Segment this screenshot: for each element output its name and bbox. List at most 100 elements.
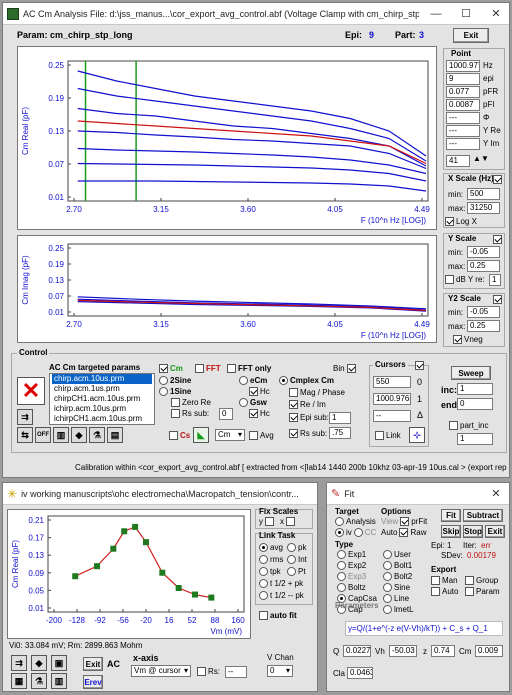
rs-sub2-row[interactable]: Rs sub:: [289, 429, 327, 438]
fit-type-option[interactable]: Line: [383, 594, 409, 603]
db-input[interactable]: 1: [489, 274, 501, 286]
gsw-radio[interactable]: [239, 398, 248, 407]
minimize-icon[interactable]: —: [430, 7, 442, 20]
point-field-input[interactable]: 1000.977: [446, 60, 480, 72]
fft-row[interactable]: FFT: [195, 364, 221, 373]
params-list-item[interactable]: chirp.acm.1us.prm: [54, 384, 120, 393]
yscale-min-input[interactable]: -0.05: [467, 246, 500, 258]
exit-button[interactable]: Exit: [453, 28, 489, 43]
fit-type-radio[interactable]: [337, 594, 346, 603]
iv-beaker-icon[interactable]: ⚗: [31, 673, 47, 689]
link-task-option[interactable]: tpk: [259, 567, 281, 576]
cs-checkbox[interactable]: [169, 431, 178, 440]
analysis-row[interactable]: Analysis: [335, 517, 376, 526]
reim-row[interactable]: Re / Im: [289, 400, 326, 409]
fit-type-radio[interactable]: [383, 572, 392, 581]
fft-only-checkbox[interactable]: [227, 364, 236, 373]
iv-exit-button[interactable]: Exit: [83, 657, 103, 671]
cc-radio[interactable]: [353, 528, 363, 537]
sine2-row[interactable]: 2Sine: [159, 376, 191, 385]
iv-radio[interactable]: [335, 528, 344, 537]
db-checkbox[interactable]: [445, 275, 454, 284]
iv-table-icon[interactable]: ▦: [11, 673, 27, 689]
link-task-radio[interactable]: [259, 567, 268, 576]
link-task-option[interactable]: Pt: [287, 567, 306, 576]
epi-sub-input[interactable]: 1: [329, 412, 351, 424]
params-list-item[interactable]: chirpCH1.acm.10us.prm: [54, 394, 141, 403]
hc-row[interactable]: Hc: [249, 387, 270, 396]
rs-sub2-input[interactable]: .75: [329, 427, 351, 439]
link-task-radio[interactable]: [287, 567, 296, 576]
iv-rs-checkbox[interactable]: [197, 667, 206, 676]
point-field-input[interactable]: 9: [446, 73, 480, 85]
close-icon[interactable]: ✕: [491, 8, 501, 20]
xscale-min-input[interactable]: 500: [467, 188, 500, 200]
iv-titlebar[interactable]: ✳ iv working manuscripts\ohc electromech…: [3, 483, 317, 505]
group-row[interactable]: Group: [465, 576, 498, 585]
fft-checkbox[interactable]: [195, 364, 204, 373]
fit-type-option[interactable]: lmetL: [383, 605, 414, 614]
cm-select[interactable]: Cm: [215, 429, 245, 441]
link-task-radio[interactable]: [259, 579, 268, 588]
cursor1-input[interactable]: 1000.9765: [373, 393, 411, 405]
logx-row[interactable]: Log X: [445, 217, 477, 226]
rs-sub2-checkbox[interactable]: [289, 429, 298, 438]
params-list-item[interactable]: ichirp.acm.10us.prm: [54, 404, 127, 413]
logx-checkbox[interactable]: [445, 217, 454, 226]
params-list-item[interactable]: chirp.acm.10us.prm: [52, 374, 152, 384]
view-row[interactable]: View prFit: [381, 517, 427, 526]
cm-real-plot[interactable]: 0.25 0.19 0.13 0.07 0.01 2.70 3.15 3.60 4.05 4.49…: [17, 46, 437, 230]
fft-only-row[interactable]: FFT only: [227, 364, 271, 373]
epi-sub-row[interactable]: Epi sub:: [289, 413, 329, 422]
cursors-checkbox[interactable]: [415, 361, 424, 370]
sweep-button[interactable]: Sweep: [451, 366, 491, 380]
cursor0-input[interactable]: 550: [373, 376, 411, 388]
fit-type-option[interactable]: CapCsa: [337, 594, 377, 603]
open-file-icon[interactable]: ⇉: [17, 409, 33, 425]
param-row[interactable]: Param: [465, 587, 500, 596]
cs-row[interactable]: Cs: [169, 431, 190, 440]
iv-open-icon[interactable]: ⇉: [11, 655, 27, 671]
stop-button[interactable]: Stop: [463, 525, 483, 538]
sine2-radio[interactable]: [159, 376, 168, 385]
iv-rs-row[interactable]: Rs:: [197, 667, 220, 676]
main-titlebar[interactable]: AC Cm Analysis File: d:\jss_manus...\cor…: [3, 3, 509, 25]
link-task-option[interactable]: t 1/2 -- pk: [259, 591, 304, 600]
link-task-radio[interactable]: [287, 543, 296, 552]
hc-checkbox[interactable]: [249, 387, 258, 396]
q-input[interactable]: 0.0227: [343, 645, 371, 657]
link-task-radio[interactable]: [259, 555, 268, 564]
avg-row[interactable]: Avg: [249, 431, 274, 440]
cm-row[interactable]: Cm: [159, 364, 183, 373]
iv-plot[interactable]: 0.21 0.17 0.13 0.09 0.05 0.01 -200 -128 -92 -56 -2…: [7, 509, 251, 639]
fit-type-option[interactable]: Bolt2: [383, 572, 412, 581]
iv-rs-input[interactable]: --: [225, 666, 247, 678]
fit-type-radio[interactable]: [337, 583, 346, 592]
link-task-option[interactable]: pk: [287, 543, 306, 552]
hc2-checkbox[interactable]: [249, 409, 258, 418]
off-icon[interactable]: OFF: [35, 427, 51, 443]
point-field-input[interactable]: 0.077: [446, 86, 480, 98]
zero-re-checkbox[interactable]: [171, 398, 180, 407]
fit-type-option[interactable]: Boltz: [337, 583, 366, 592]
params-list-item[interactable]: ichirpCH1.acm.10us.prm: [54, 414, 143, 423]
reim-checkbox[interactable]: [289, 400, 298, 409]
iv-target-row[interactable]: iv CC: [335, 528, 376, 537]
fit-titlebar[interactable]: ✎ Fit ✕: [327, 483, 509, 505]
group-checkbox[interactable]: [465, 576, 474, 585]
fit-type-option[interactable]: Bolt1: [383, 561, 412, 570]
link-task-radio[interactable]: [287, 555, 296, 564]
rs-sub-checkbox[interactable]: [171, 409, 180, 418]
fit-type-radio[interactable]: [337, 550, 346, 559]
cm-fit-input[interactable]: 0.009: [475, 645, 503, 657]
yscale-checkbox[interactable]: [493, 235, 502, 244]
analysis-radio[interactable]: [335, 517, 344, 526]
fit-type-radio[interactable]: [337, 572, 346, 581]
vneg-row[interactable]: Vneg: [453, 335, 483, 344]
down-arrow-icon[interactable]: ▼: [481, 154, 489, 163]
z-input[interactable]: 0.74: [431, 645, 455, 657]
fit-graph-icon[interactable]: ◣: [193, 427, 209, 443]
point-field-input[interactable]: ---: [446, 125, 480, 137]
man-checkbox[interactable]: [431, 576, 440, 585]
cm-imag-plot[interactable]: 0.25 0.19 0.13 0.07 0.01 2.70 3.15 3.60 4.05 4.49…: [17, 235, 437, 343]
